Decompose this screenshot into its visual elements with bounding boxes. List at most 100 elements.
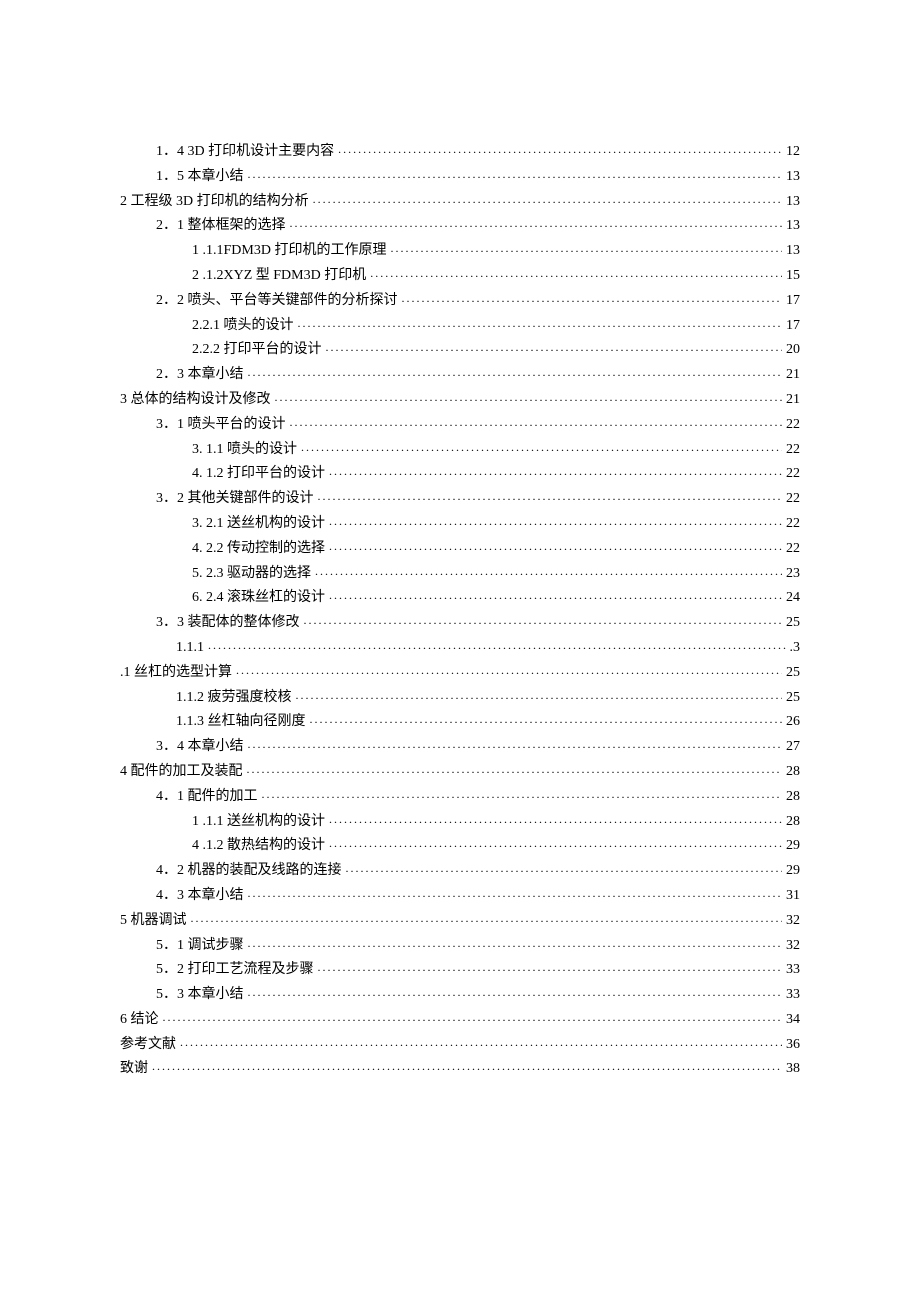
toc-leader-dots — [338, 140, 782, 164]
toc-entry: 2．3 本章小结 21 — [120, 363, 800, 387]
toc-entry: 6 结论34 — [120, 1008, 800, 1032]
toc-page-number: 21 — [786, 363, 800, 387]
toc-page-number: 28 — [786, 810, 800, 834]
toc-entry: 2 工程级 3D 打印机的结构分析13 — [120, 190, 800, 214]
toc-leader-dots — [313, 190, 782, 214]
toc-entry: 5．2 打印工艺流程及步骤 33 — [120, 958, 800, 982]
toc-entry: 1.1.3 丝杠轴向径刚度 26 — [120, 710, 800, 734]
toc-label: 2 .1.2XYZ 型 FDM3D 打印机 — [192, 264, 366, 288]
toc-entry: 4. 1.2 打印平台的设计22 — [120, 462, 800, 486]
toc-leader-dots — [247, 760, 783, 784]
toc-leader-dots — [329, 512, 782, 536]
toc-page-number: 26 — [786, 710, 800, 734]
table-of-contents: 1．4 3D 打印机设计主要内容121．5 本章小结132 工程级 3D 打印机… — [120, 140, 800, 1081]
toc-leader-dots — [318, 958, 783, 982]
toc-entry: 4．2 机器的装配及线路的连接 29 — [120, 859, 800, 883]
toc-leader-dots — [248, 735, 783, 759]
toc-page-number: .3 — [790, 636, 801, 660]
toc-page-number: 15 — [786, 264, 800, 288]
toc-leader-dots — [163, 1008, 783, 1032]
toc-entry: 1 .1.1FDM3D 打印机的工作原理 13 — [120, 239, 800, 263]
toc-leader-dots — [290, 413, 783, 437]
toc-label: 1 .1.1FDM3D 打印机的工作原理 — [192, 239, 386, 263]
toc-label: 1.1.2 疲劳强度校核 — [176, 686, 292, 710]
toc-entry: 4 .1.2 散热结构的设计29 — [120, 834, 800, 858]
toc-label: 1．5 本章小结 — [156, 165, 244, 189]
toc-entry: 3．1 喷头平台的设计 22 — [120, 413, 800, 437]
toc-label: 5．1 调试步骤 — [156, 934, 244, 958]
toc-entry: 2.2.1 喷头的设计17 — [120, 314, 800, 338]
toc-entry: 5. 2.3 驱动器的选择23 — [120, 562, 800, 586]
toc-leader-dots — [236, 661, 782, 685]
toc-label: 3．3 装配体的整体修改 — [156, 611, 300, 635]
toc-label: 5 机器调试 — [120, 909, 187, 933]
toc-leader-dots — [248, 934, 783, 958]
toc-entry: 3 总体的结构设计及修改21 — [120, 388, 800, 412]
toc-entry: 4．1 配件的加工28 — [120, 785, 800, 809]
toc-leader-dots — [315, 562, 782, 586]
toc-label: 4 .1.2 散热结构的设计 — [192, 834, 325, 858]
toc-page-number: 28 — [786, 785, 800, 809]
toc-leader-dots — [402, 289, 783, 313]
toc-page-number: 27 — [786, 735, 800, 759]
toc-entry: 1.1.1 .3 — [120, 636, 800, 660]
toc-entry: 1．4 3D 打印机设计主要内容12 — [120, 140, 800, 164]
toc-page-number: 25 — [786, 686, 800, 710]
toc-page-number: 22 — [786, 537, 800, 561]
toc-entry: 6. 2.4 滚珠丝杠的设计24 — [120, 586, 800, 610]
toc-entry: 2．1 整体框架的选择13 — [120, 214, 800, 238]
toc-leader-dots — [329, 462, 782, 486]
toc-entry: .1 丝杠的选型计算25 — [120, 661, 800, 685]
toc-label: 6 结论 — [120, 1008, 159, 1032]
toc-leader-dots — [290, 214, 783, 238]
toc-page-number: 21 — [786, 388, 800, 412]
toc-page-number: 22 — [786, 512, 800, 536]
toc-leader-dots — [370, 264, 782, 288]
toc-label: 3. 1.1 喷头的设计 — [192, 438, 297, 462]
toc-page-number: 22 — [786, 413, 800, 437]
toc-label: 3．1 喷头平台的设计 — [156, 413, 286, 437]
toc-page-number: 13 — [786, 239, 800, 263]
toc-page-number: 22 — [786, 487, 800, 511]
toc-page-number: 31 — [786, 884, 800, 908]
toc-leader-dots — [298, 314, 783, 338]
toc-leader-dots — [304, 611, 783, 635]
toc-page-number: 33 — [786, 958, 800, 982]
toc-page-number: 28 — [786, 760, 800, 784]
toc-entry: 4. 2.2 传动控制的选择 22 — [120, 537, 800, 561]
toc-entry: 2.2.2 打印平台的设计20 — [120, 338, 800, 362]
toc-leader-dots — [191, 909, 783, 933]
toc-label: 5．3 本章小结 — [156, 983, 244, 1007]
toc-page-number: 25 — [786, 611, 800, 635]
toc-page-number: 33 — [786, 983, 800, 1007]
toc-entry: 5 机器调试32 — [120, 909, 800, 933]
toc-entry: 1 .1.1 送丝机构的设计 28 — [120, 810, 800, 834]
toc-leader-dots — [248, 363, 783, 387]
toc-entry: 参考文献36 — [120, 1033, 800, 1057]
toc-entry: 1.1.2 疲劳强度校核 25 — [120, 686, 800, 710]
toc-leader-dots — [310, 710, 783, 734]
toc-label: 参考文献 — [120, 1033, 176, 1057]
toc-page-number: 24 — [786, 586, 800, 610]
toc-label: 2．3 本章小结 — [156, 363, 244, 387]
toc-entry: 5．3 本章小结 33 — [120, 983, 800, 1007]
toc-label: 4. 2.2 传动控制的选择 — [192, 537, 325, 561]
toc-page-number: 17 — [786, 289, 800, 313]
toc-label: 1 .1.1 送丝机构的设计 — [192, 810, 325, 834]
toc-leader-dots — [329, 810, 782, 834]
toc-entry: 2．2 喷头、平台等关键部件的分析探讨 17 — [120, 289, 800, 313]
toc-label: 5．2 打印工艺流程及步骤 — [156, 958, 314, 982]
toc-label: 2．2 喷头、平台等关键部件的分析探讨 — [156, 289, 398, 313]
toc-leader-dots — [301, 438, 782, 462]
toc-label: 4 配件的加工及装配 — [120, 760, 243, 784]
toc-label: 1.1.1 — [176, 636, 204, 660]
toc-label: 1.1.3 丝杠轴向径刚度 — [176, 710, 306, 734]
toc-page-number: 29 — [786, 859, 800, 883]
toc-page-number: 25 — [786, 661, 800, 685]
toc-entry: 3. 1.1 喷头的设计22 — [120, 438, 800, 462]
toc-entry: 致谢38 — [120, 1057, 800, 1081]
toc-leader-dots — [208, 636, 786, 660]
toc-label: 4．2 机器的装配及线路的连接 — [156, 859, 342, 883]
toc-page-number: 13 — [786, 190, 800, 214]
toc-page-number: 22 — [786, 462, 800, 486]
